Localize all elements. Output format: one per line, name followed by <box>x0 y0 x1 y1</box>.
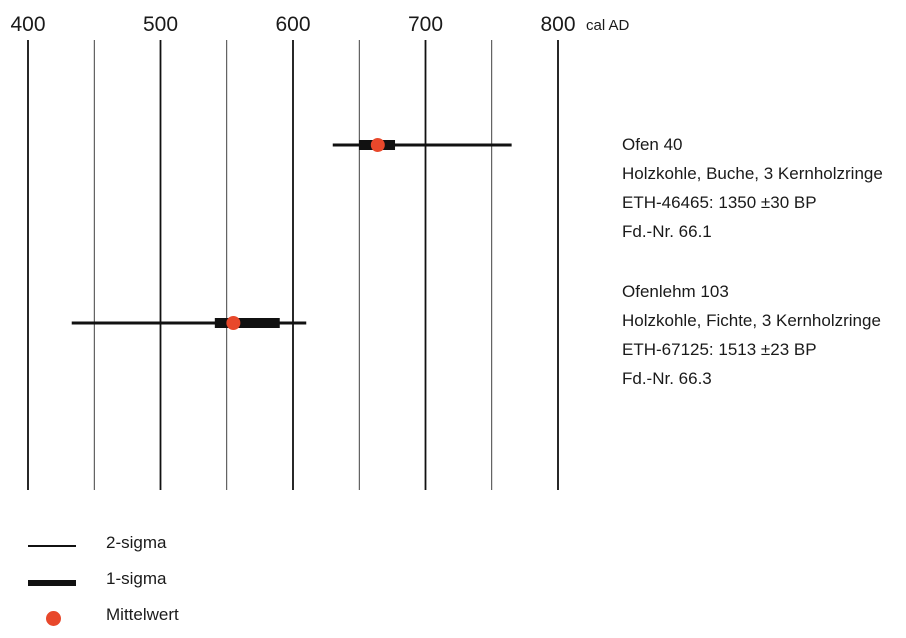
mean-point <box>370 138 385 152</box>
x-tick-label: 500 <box>143 13 178 36</box>
legend-item-1-sigma: 1-sigma <box>28 566 268 602</box>
legend-item-mittelwert: Mittelwert <box>28 602 268 638</box>
mean-point <box>226 316 241 330</box>
calibration-chart: 400 500 600 700 800 cal AD <box>10 13 630 490</box>
sample-find-number: Fd.-Nr. 66.1 <box>622 222 712 241</box>
sample-name: Ofenlehm 103 <box>622 282 729 301</box>
sample-material: Holzkohle, Buche, 3 Kernholzringe <box>622 164 883 183</box>
sample-label-ofen-40: Ofen 40 Holzkohle, Buche, 3 Kernholzring… <box>622 130 883 246</box>
legend-item-2-sigma: 2-sigma <box>28 530 268 566</box>
x-tick-label: 400 <box>10 13 45 36</box>
legend-label: 1-sigma <box>106 569 167 588</box>
x-tick-label: 600 <box>275 13 310 36</box>
dot-icon <box>28 602 76 632</box>
thick-line-icon <box>28 566 76 596</box>
grid-layer <box>27 40 559 490</box>
x-unit-label: cal AD <box>586 17 630 34</box>
sample-lab-code: ETH-67125: 1513 ±23 BP <box>622 340 817 359</box>
thin-line-icon <box>28 530 76 560</box>
x-tick-label: 700 <box>408 13 443 36</box>
tick-label-layer: 400 500 600 700 800 <box>10 13 575 36</box>
sample-material: Holzkohle, Fichte, 3 Kernholzringe <box>622 311 881 330</box>
sample-lab-code: ETH-46465: 1350 ±30 BP <box>622 193 817 212</box>
sample-find-number: Fd.-Nr. 66.3 <box>622 369 712 388</box>
sample-name: Ofen 40 <box>622 135 683 154</box>
legend-label: 2-sigma <box>106 533 167 552</box>
sigma1-range-bar <box>214 318 280 328</box>
legend: 2-sigma 1-sigma Mittelwert <box>28 530 268 638</box>
x-tick-label: 800 <box>540 13 575 36</box>
legend-label: Mittelwert <box>106 605 179 624</box>
sample-label-ofenlehm-103: Ofenlehm 103 Holzkohle, Fichte, 3 Kernho… <box>622 277 881 393</box>
range-bar-layer <box>71 138 512 330</box>
